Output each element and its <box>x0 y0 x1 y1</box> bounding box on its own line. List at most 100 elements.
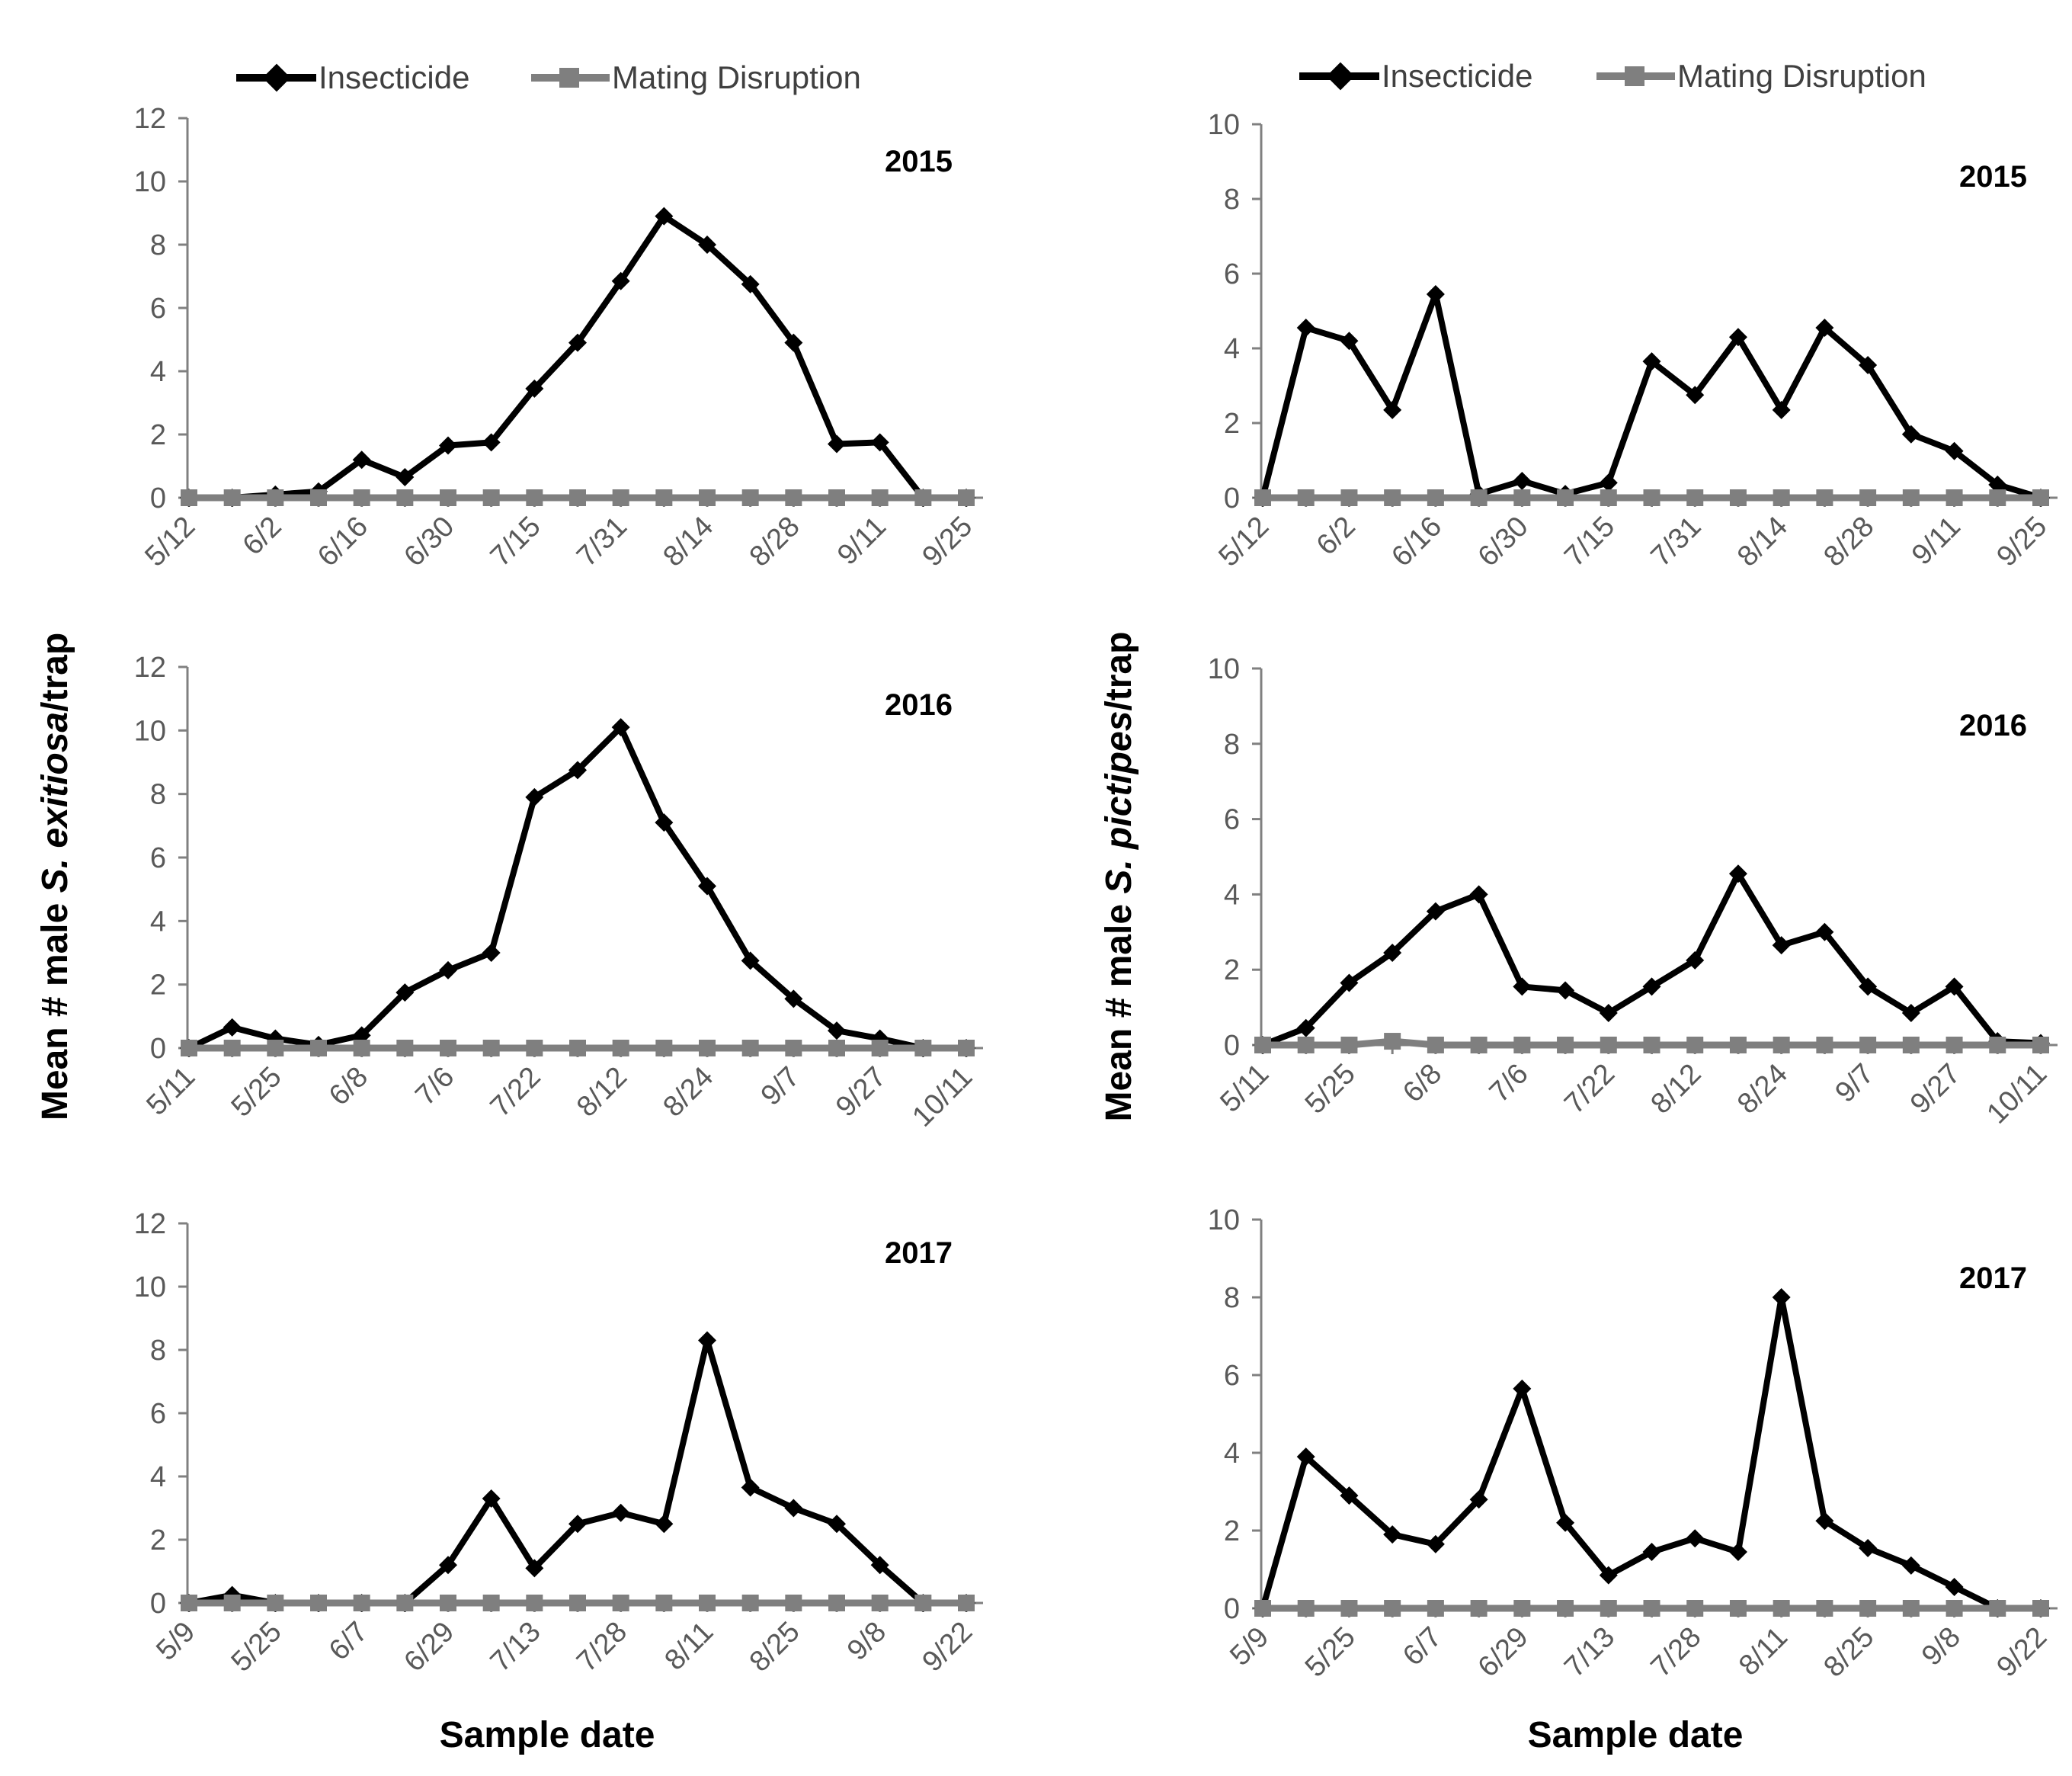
insecticide-point <box>1815 1512 1834 1531</box>
insecticide-point <box>439 960 457 979</box>
insecticide-point <box>1686 386 1705 405</box>
mating-disruption-point <box>1600 489 1617 506</box>
y-tick-label: 4 <box>1224 333 1240 365</box>
y-axis-title-right: Mean # male S. pictipes/trap <box>1099 632 1139 1122</box>
mating-disruption-point <box>1816 1037 1833 1053</box>
mating-disruption-point <box>181 1595 197 1611</box>
insecticide-point <box>1988 475 2007 494</box>
insecticide-point <box>1383 400 1402 419</box>
legend-mating-disruption-marker <box>559 68 579 88</box>
y-tick-label: 2 <box>1224 954 1240 986</box>
year-label: 2017 <box>885 1236 953 1270</box>
mating-disruption-point <box>699 1040 716 1056</box>
legend-insecticide-marker <box>262 63 291 92</box>
insecticide-point <box>482 1489 501 1508</box>
mating-disruption-point <box>353 1040 370 1056</box>
insecticide-point <box>568 1515 587 1534</box>
mating-disruption-point <box>1686 1600 1704 1617</box>
insecticide-point <box>1340 973 1359 992</box>
insecticide-point <box>870 1556 889 1575</box>
y-tick-label: 4 <box>1224 879 1240 911</box>
mating-disruption-point <box>699 1595 716 1611</box>
y-tick-label: 10 <box>134 1271 166 1303</box>
insecticide-point <box>1815 922 1834 941</box>
mating-disruption-point <box>440 489 456 506</box>
y-tick-label: 8 <box>1224 1282 1240 1314</box>
year-label: 2015 <box>885 145 953 178</box>
mating-disruption-point <box>482 1040 500 1056</box>
mating-disruption-point <box>1773 489 1790 506</box>
mating-disruption-point <box>396 1595 414 1611</box>
mating-disruption-point <box>267 1595 284 1611</box>
insecticide-point <box>1426 284 1445 303</box>
mating-disruption-point <box>1513 489 1531 506</box>
mating-disruption-point <box>1557 1037 1574 1053</box>
year-label: 2016 <box>885 688 953 722</box>
mating-disruption-point <box>741 489 759 506</box>
mating-disruption-point <box>353 1595 370 1611</box>
insecticide-point <box>1901 1004 1920 1023</box>
insecticide-point <box>1513 977 1532 996</box>
insecticide-point <box>828 1021 846 1040</box>
insecticide-point <box>568 333 587 352</box>
insecticide-point <box>1901 1556 1920 1575</box>
mating-disruption-point <box>1643 1037 1660 1053</box>
insecticide-point <box>741 274 760 293</box>
y-tick-label: 2 <box>150 1524 166 1556</box>
y-tick-label: 0 <box>150 1588 166 1620</box>
insecticide-point <box>1599 1566 1618 1585</box>
insecticide-point <box>1859 356 1878 375</box>
insecticide-point <box>396 983 415 1002</box>
legend-mating-disruption-label: Mating Disruption <box>612 59 861 95</box>
insecticide-point <box>1728 1543 1747 1562</box>
y-tick-label: 8 <box>1224 729 1240 761</box>
insecticide-point <box>223 1018 242 1037</box>
mating-disruption-point <box>2032 489 2049 506</box>
mating-disruption-point <box>1643 489 1660 506</box>
mating-disruption-point <box>1557 489 1574 506</box>
insecticide-point <box>1599 1004 1618 1023</box>
insecticide-point <box>870 433 889 452</box>
mating-disruption-point <box>871 489 889 506</box>
mating-disruption-point <box>310 1595 327 1611</box>
mating-disruption-point <box>828 1040 845 1056</box>
mating-disruption-point <box>267 1040 284 1056</box>
y-tick-label: 8 <box>1224 184 1240 216</box>
insecticide-point <box>1296 1018 1315 1037</box>
mating-disruption-point <box>1816 489 1833 506</box>
mating-disruption-point <box>181 489 197 506</box>
mating-disruption-point <box>655 1040 673 1056</box>
y-tick-label: 10 <box>1208 1204 1240 1236</box>
insecticide-point <box>1728 864 1747 883</box>
mating-disruption-point <box>1340 489 1358 506</box>
mating-disruption-point <box>1816 1600 1833 1617</box>
insecticide-point <box>1772 936 1791 955</box>
mating-disruption-point <box>1513 1600 1531 1617</box>
mating-disruption-point <box>267 489 284 506</box>
mating-disruption-point <box>1859 489 1877 506</box>
y-tick-label: 6 <box>1224 1360 1240 1392</box>
mating-disruption-point <box>1384 489 1401 506</box>
insecticide-point <box>1296 319 1315 338</box>
insecticide-point <box>352 450 371 470</box>
insecticide-point <box>525 379 544 398</box>
mating-disruption-point <box>1297 489 1315 506</box>
mating-disruption-point <box>526 489 543 506</box>
insecticide-point <box>1426 1534 1445 1553</box>
mating-disruption-point <box>1946 489 1963 506</box>
mating-disruption-point <box>612 1040 629 1056</box>
mating-disruption-point <box>440 1595 456 1611</box>
insecticide-point <box>1556 1513 1575 1532</box>
mating-disruption-point <box>1470 1037 1488 1053</box>
insecticide-point <box>1340 1486 1359 1505</box>
y-tick-label: 4 <box>150 356 166 388</box>
insecticide-point <box>1383 1525 1402 1544</box>
mating-disruption-point <box>871 1040 889 1056</box>
insecticide-point <box>1599 473 1618 492</box>
insecticide-point <box>1945 1577 1964 1596</box>
mating-disruption-point <box>482 1595 500 1611</box>
mating-disruption-point <box>1600 1037 1617 1053</box>
insecticide-point <box>482 944 501 962</box>
mating-disruption-point <box>1427 489 1444 506</box>
mating-disruption-point <box>1297 1037 1315 1053</box>
